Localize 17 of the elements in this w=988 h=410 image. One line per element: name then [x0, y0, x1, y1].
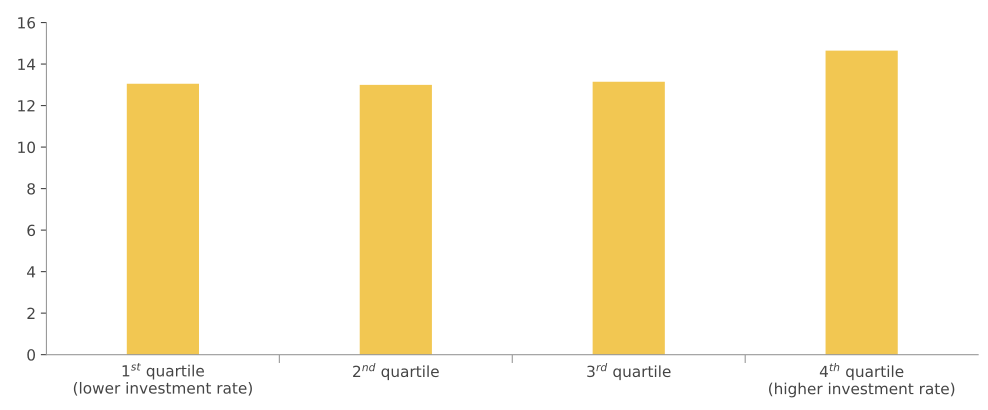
y-tick-label: 14	[18, 58, 36, 70]
x-tick-label: 3$^{rd}$ quartile	[587, 362, 671, 380]
bar	[360, 84, 432, 355]
x-tick-label: 2$^{nd}$ quartile	[353, 362, 439, 380]
y-tick-label: 8	[27, 183, 35, 195]
bar	[592, 82, 665, 355]
y-tick-label: 6	[27, 224, 36, 236]
bar	[826, 50, 898, 355]
y-tick-label: 10	[18, 142, 36, 154]
bar	[126, 84, 199, 355]
y-tick-label: 16	[18, 17, 36, 29]
y-tick-label: 0	[27, 349, 36, 361]
x-tick-label: 4$^{th}$ quartile (higher investment rate)	[769, 362, 954, 398]
y-tick-label: 12	[18, 100, 34, 112]
y-tick-label: 2	[27, 308, 34, 319]
y-tick-label: 4	[27, 266, 36, 278]
x-tick-label: 1$^{st}$ quartile (lower investment rate)	[74, 362, 252, 396]
